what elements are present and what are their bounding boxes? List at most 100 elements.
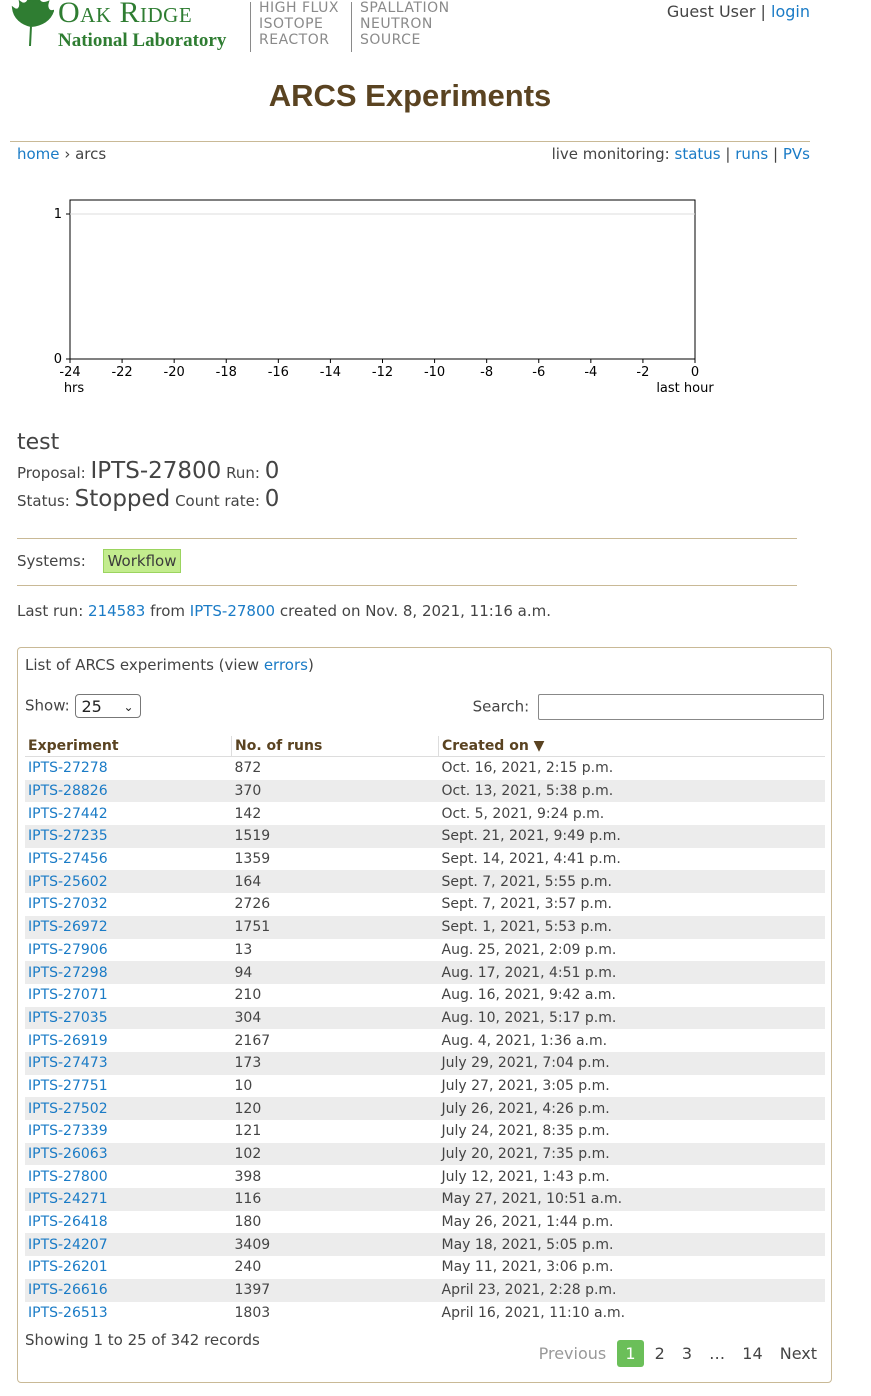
next-page-button[interactable]: Next xyxy=(779,1344,817,1363)
divider xyxy=(10,141,810,142)
created-date: May 11, 2021, 3:06 p.m. xyxy=(441,1259,614,1276)
chevron-down-icon: ⌄ xyxy=(123,700,134,714)
experiment-link[interactable]: IPTS-27751 xyxy=(28,1077,108,1094)
previous-page-button[interactable]: Previous xyxy=(538,1344,607,1363)
experiment-link[interactable]: IPTS-26919 xyxy=(28,1032,108,1049)
live-monitoring: live monitoring: status | runs | PVs xyxy=(551,145,810,163)
last-run-link[interactable]: 214583 xyxy=(88,602,146,620)
count-rate-value: 0 xyxy=(264,486,280,512)
created-date: Sept. 1, 2021, 5:53 p.m. xyxy=(441,919,612,936)
status-link[interactable]: status xyxy=(674,145,721,163)
table-row: IPTS-27298 94 Aug. 17, 2021, 4:51 p.m. xyxy=(25,961,825,984)
page-14-button[interactable]: 14 xyxy=(742,1344,763,1363)
logo-divider xyxy=(351,2,352,52)
experiment-link[interactable]: IPTS-27071 xyxy=(28,987,108,1004)
x-tick-label: -10 xyxy=(424,365,445,380)
created-date: May 18, 2021, 5:05 p.m. xyxy=(441,1236,614,1253)
facility-sns: SPALLATION NEUTRON SOURCE xyxy=(360,0,450,48)
experiment-link[interactable]: IPTS-27456 xyxy=(28,851,108,868)
experiment-link[interactable]: IPTS-24207 xyxy=(28,1236,108,1253)
created-date: May 26, 2021, 1:44 p.m. xyxy=(441,1214,614,1231)
table-row: IPTS-27800 398 July 12, 2021, 1:43 p.m. xyxy=(25,1165,825,1188)
experiment-link[interactable]: IPTS-27442 xyxy=(28,805,108,822)
runs-count: 2726 xyxy=(234,896,271,913)
pvs-link[interactable]: PVs xyxy=(782,145,810,163)
table-row: IPTS-27339 121 July 24, 2021, 8:35 p.m. xyxy=(25,1120,825,1143)
experiment-link[interactable]: IPTS-27035 xyxy=(28,1009,108,1026)
runs-link[interactable]: runs xyxy=(735,145,769,163)
table-row: IPTS-27906 13 Aug. 25, 2021, 2:09 p.m. xyxy=(25,939,825,962)
experiment-link[interactable]: IPTS-27473 xyxy=(28,1055,108,1072)
experiment-link[interactable]: IPTS-27278 xyxy=(28,760,108,777)
column-header-created[interactable]: Created on ▼ xyxy=(438,736,825,757)
y-tick-label: 0 xyxy=(54,352,62,367)
experiment-link[interactable]: IPTS-26418 xyxy=(28,1214,108,1231)
status-line: Status: Stopped Count rate: 0 xyxy=(17,486,280,512)
x-axis-label-right: last hour xyxy=(656,381,714,396)
table-row: IPTS-24207 3409 May 18, 2021, 5:05 p.m. xyxy=(25,1233,825,1257)
created-date: July 12, 2021, 1:43 p.m. xyxy=(441,1168,610,1185)
workflow-badge: Workflow xyxy=(102,549,182,573)
experiment-link[interactable]: IPTS-27235 xyxy=(28,828,108,845)
created-date: July 29, 2021, 7:04 p.m. xyxy=(441,1055,610,1072)
login-link[interactable]: login xyxy=(771,2,810,21)
experiment-link[interactable]: IPTS-26972 xyxy=(28,919,108,936)
breadcrumb-home-link[interactable]: home xyxy=(17,145,60,163)
created-date: Oct. 13, 2021, 5:38 p.m. xyxy=(441,783,614,800)
search-input[interactable] xyxy=(538,694,824,720)
runs-count: 872 xyxy=(234,760,262,777)
experiment-link[interactable]: IPTS-24271 xyxy=(28,1191,108,1208)
last-run-line: Last run: 214583 from IPTS-27800 created… xyxy=(17,602,551,620)
experiment-link[interactable]: IPTS-27502 xyxy=(28,1100,108,1117)
experiment-link[interactable]: IPTS-26616 xyxy=(28,1282,108,1299)
column-header-experiment[interactable]: Experiment xyxy=(25,736,232,757)
proposal-line: Proposal: IPTS-27800 Run: 0 xyxy=(17,458,280,484)
page-1-button[interactable]: 1 xyxy=(617,1340,644,1367)
page-size-select[interactable]: 25 ⌄ xyxy=(74,694,141,718)
experiment-link[interactable]: IPTS-26201 xyxy=(28,1259,108,1276)
page-2-button[interactable]: 2 xyxy=(654,1344,665,1363)
experiment-link[interactable]: IPTS-25602 xyxy=(28,873,108,890)
table-row: IPTS-26972 1751 Sept. 1, 2021, 5:53 p.m. xyxy=(25,915,825,939)
runs-count: 180 xyxy=(234,1214,262,1231)
facility-hfir: HIGH FLUX ISOTOPE REACTOR xyxy=(259,0,339,48)
runs-count: 398 xyxy=(234,1168,262,1185)
x-tick-label: -22 xyxy=(111,365,132,380)
experiment-link[interactable]: IPTS-26063 xyxy=(28,1146,108,1163)
column-header-runs[interactable]: No. of runs xyxy=(231,736,439,757)
table-row: IPTS-27473 173 July 29, 2021, 7:04 p.m. xyxy=(25,1051,825,1075)
table-row: IPTS-26616 1397 April 23, 2021, 2:28 p.m. xyxy=(25,1278,825,1302)
records-info: Showing 1 to 25 of 342 records xyxy=(25,1331,260,1349)
experiment-link[interactable]: IPTS-27032 xyxy=(28,896,108,913)
last-run-ipts-link[interactable]: IPTS-27800 xyxy=(189,602,276,620)
table-row: IPTS-28826 370 Oct. 13, 2021, 5:38 p.m. xyxy=(25,779,825,803)
experiments-panel: List of ARCS experiments (view errors) S… xyxy=(17,647,832,1383)
created-date: July 24, 2021, 8:35 p.m. xyxy=(441,1123,610,1140)
experiment-link[interactable]: IPTS-27800 xyxy=(28,1168,108,1185)
runs-count: 304 xyxy=(234,1009,262,1026)
experiment-link[interactable]: IPTS-26513 xyxy=(28,1304,108,1321)
x-tick-label: -18 xyxy=(216,365,237,380)
logo-divider xyxy=(250,2,251,52)
created-date: July 26, 2021, 4:26 p.m. xyxy=(441,1100,610,1117)
page-3-button[interactable]: 3 xyxy=(681,1344,693,1363)
experiment-link[interactable]: IPTS-28826 xyxy=(28,783,108,800)
created-date: July 20, 2021, 7:35 p.m. xyxy=(441,1146,610,1163)
created-date: Sept. 14, 2021, 4:41 p.m. xyxy=(441,851,621,868)
created-date: Oct. 16, 2021, 2:15 p.m. xyxy=(441,760,614,777)
experiment-link[interactable]: IPTS-27339 xyxy=(28,1123,108,1140)
site-header: Oak Ridge National Laboratory HIGH FLUX … xyxy=(0,0,871,60)
table-row: IPTS-25602 164 Sept. 7, 2021, 5:55 p.m. xyxy=(25,870,825,894)
runs-count: 1359 xyxy=(234,851,271,868)
errors-link[interactable]: errors xyxy=(263,656,308,674)
breadcrumb-current: arcs xyxy=(75,145,107,163)
runs-count: 120 xyxy=(234,1100,262,1117)
experiment-link[interactable]: IPTS-27298 xyxy=(28,964,108,981)
systems-row: Systems: Workflow xyxy=(17,549,182,573)
table-row: IPTS-27071 210 Aug. 16, 2021, 9:42 a.m. xyxy=(25,984,825,1007)
table-row: IPTS-27442 142 Oct. 5, 2021, 9:24 p.m. xyxy=(25,802,825,825)
experiment-link[interactable]: IPTS-27906 xyxy=(28,941,108,958)
runs-count: 210 xyxy=(234,987,262,1004)
x-tick-label: -14 xyxy=(320,365,341,380)
y-tick-label: 1 xyxy=(54,207,62,222)
